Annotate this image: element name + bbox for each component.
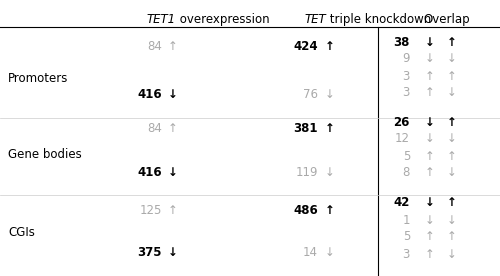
Text: 424: 424 [294, 41, 318, 54]
Text: ↓: ↓ [447, 166, 457, 179]
Text: ↑: ↑ [447, 70, 457, 83]
Text: 26: 26 [394, 115, 410, 129]
Text: ↑: ↑ [447, 115, 457, 129]
Text: ↑: ↑ [325, 121, 335, 134]
Text: ↓: ↓ [325, 89, 335, 102]
Text: 3: 3 [402, 86, 410, 100]
Text: ↓: ↓ [447, 52, 457, 65]
Text: 125: 125 [140, 203, 162, 216]
Text: 3: 3 [402, 248, 410, 261]
Text: ↑: ↑ [425, 150, 435, 163]
Text: ↓: ↓ [425, 52, 435, 65]
Text: 9: 9 [402, 52, 410, 65]
Text: ↓: ↓ [447, 248, 457, 261]
Text: ↑: ↑ [425, 166, 435, 179]
Text: ↑: ↑ [425, 248, 435, 261]
Text: ↑: ↑ [425, 70, 435, 83]
Text: 1: 1 [402, 214, 410, 227]
Text: 486: 486 [293, 203, 318, 216]
Text: ↓: ↓ [168, 89, 178, 102]
Text: ↓: ↓ [425, 115, 435, 129]
Text: Gene bodies: Gene bodies [8, 148, 82, 161]
Text: 84: 84 [147, 41, 162, 54]
Text: ↑: ↑ [447, 197, 457, 209]
Text: TET1: TET1 [147, 13, 176, 26]
Text: 84: 84 [147, 121, 162, 134]
Text: 375: 375 [138, 245, 162, 259]
Text: 42: 42 [394, 197, 410, 209]
Text: ↑: ↑ [168, 203, 178, 216]
Text: ↓: ↓ [325, 245, 335, 259]
Text: 76: 76 [303, 89, 318, 102]
Text: 3: 3 [402, 70, 410, 83]
Text: ↓: ↓ [168, 166, 178, 179]
Text: TET: TET [304, 13, 326, 26]
Text: 5: 5 [402, 230, 410, 243]
Text: ↓: ↓ [425, 197, 435, 209]
Text: ↑: ↑ [425, 230, 435, 243]
Text: 416: 416 [138, 166, 162, 179]
Text: ↓: ↓ [425, 214, 435, 227]
Text: ↓: ↓ [325, 166, 335, 179]
Text: overexpression: overexpression [176, 13, 270, 26]
Text: ↑: ↑ [447, 36, 457, 49]
Text: ↑: ↑ [447, 150, 457, 163]
Text: 8: 8 [402, 166, 410, 179]
Text: Promoters: Promoters [8, 71, 68, 84]
Text: triple knockdown: triple knockdown [326, 13, 431, 26]
Text: ↓: ↓ [425, 36, 435, 49]
Text: 119: 119 [296, 166, 318, 179]
Text: 5: 5 [402, 150, 410, 163]
Text: CGIs: CGIs [8, 225, 35, 238]
Text: ↑: ↑ [168, 121, 178, 134]
Text: ↑: ↑ [168, 41, 178, 54]
Text: ↓: ↓ [447, 214, 457, 227]
Text: ↑: ↑ [425, 86, 435, 100]
Text: ↓: ↓ [425, 132, 435, 145]
Text: Overlap: Overlap [424, 13, 470, 26]
Text: 14: 14 [303, 245, 318, 259]
Text: 12: 12 [395, 132, 410, 145]
Text: ↑: ↑ [325, 203, 335, 216]
Text: 416: 416 [138, 89, 162, 102]
Text: ↓: ↓ [447, 132, 457, 145]
Text: ↓: ↓ [168, 245, 178, 259]
Text: 38: 38 [394, 36, 410, 49]
Text: ↑: ↑ [447, 230, 457, 243]
Text: 381: 381 [294, 121, 318, 134]
Text: ↑: ↑ [325, 41, 335, 54]
Text: ↓: ↓ [447, 86, 457, 100]
